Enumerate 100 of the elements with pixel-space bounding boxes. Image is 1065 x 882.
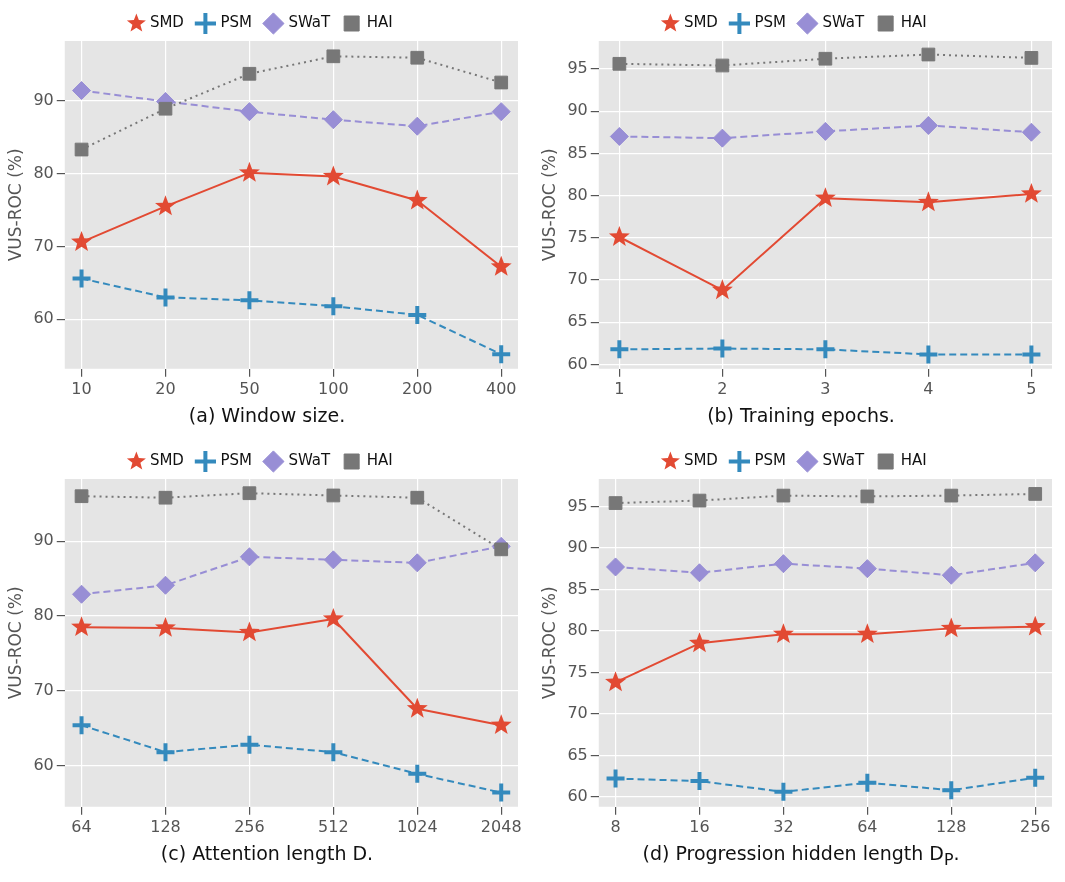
point	[917, 343, 940, 366]
point	[689, 632, 710, 653]
x-tick-label: 5	[1026, 378, 1037, 398]
point	[689, 563, 709, 583]
legend-label: PSM	[220, 451, 252, 470]
point	[490, 343, 513, 366]
point	[406, 762, 429, 785]
point	[772, 623, 794, 644]
point	[711, 337, 734, 360]
point	[155, 575, 175, 595]
legend-label: PSM	[754, 13, 786, 32]
point	[323, 550, 343, 570]
point	[1020, 343, 1043, 366]
point	[857, 559, 877, 579]
x-tick-label: 64	[857, 816, 878, 836]
point	[322, 295, 345, 318]
point	[776, 488, 791, 503]
point	[326, 488, 341, 503]
x-tick-label: 128	[150, 816, 181, 836]
point	[940, 779, 963, 802]
point	[155, 616, 176, 637]
x-tick-label: 3	[820, 378, 831, 398]
point	[239, 547, 259, 567]
point	[490, 781, 513, 804]
x-axis-title: (d) Progression hidden length D$_{P}$.	[641, 842, 961, 869]
point	[238, 621, 260, 642]
point	[941, 565, 961, 585]
point	[322, 607, 344, 628]
x-tick-label: 200	[402, 378, 433, 398]
y-tick-label: 70	[567, 269, 588, 289]
point	[612, 56, 627, 71]
y-axis-title: VUS-ROC (%)	[4, 586, 25, 700]
point	[918, 115, 938, 135]
x-tick-label: 32	[773, 816, 794, 836]
point	[239, 102, 259, 122]
x-tick-label: 1024	[396, 816, 438, 836]
point	[238, 161, 260, 182]
point	[856, 771, 879, 794]
y-tick-label: 90	[33, 89, 54, 109]
point	[814, 338, 837, 361]
point	[608, 496, 623, 510]
point	[608, 226, 630, 246]
y-tick-label: 85	[567, 578, 588, 598]
point	[917, 191, 939, 212]
legend-label: HAI	[900, 13, 927, 32]
point	[711, 279, 733, 300]
legend-label: HAI	[366, 13, 393, 32]
point	[155, 195, 176, 216]
point	[494, 75, 509, 90]
x-axis-title: (a) Window size.	[187, 404, 347, 426]
legend-label: SWaT	[822, 13, 865, 32]
point	[815, 121, 835, 141]
point	[940, 617, 962, 638]
x-tick-label: 16	[689, 816, 710, 836]
point	[322, 741, 345, 764]
y-tick-label: 60	[33, 754, 54, 774]
y-tick-label: 60	[33, 308, 54, 328]
point	[773, 554, 793, 574]
legend-label: SMD	[149, 451, 184, 470]
x-tick-label: 20	[155, 378, 176, 398]
x-tick-label: 10	[71, 378, 92, 398]
legend-label: SMD	[149, 13, 184, 32]
point	[604, 767, 627, 790]
legend-label: PSM	[220, 13, 252, 32]
y-tick-label: 65	[567, 311, 588, 331]
y-tick-label: 90	[33, 530, 54, 550]
x-axis-title: (c) Attention length D.	[159, 842, 375, 864]
point	[490, 255, 512, 276]
point	[921, 47, 936, 62]
point	[944, 488, 959, 503]
point	[606, 557, 626, 577]
point	[406, 189, 428, 210]
legend-label: HAI	[900, 451, 927, 470]
y-tick-label: 80	[567, 620, 588, 640]
point	[323, 110, 343, 130]
y-tick-label: 95	[567, 495, 588, 515]
y-tick-label: 70	[567, 703, 588, 723]
x-tick-label: 4	[923, 378, 934, 398]
y-tick-label: 80	[567, 184, 588, 204]
x-tick-label: 64	[71, 816, 92, 836]
y-tick-label: 95	[567, 58, 588, 78]
legend-label: PSM	[754, 451, 786, 470]
point	[605, 671, 627, 692]
y-tick-label: 60	[567, 786, 588, 805]
point	[238, 289, 261, 312]
legend-label: SWaT	[288, 451, 331, 470]
point	[1021, 122, 1041, 142]
legend-label: SWaT	[822, 451, 865, 470]
x-axis-title: (b) Training epochs.	[706, 404, 896, 426]
point	[1024, 615, 1046, 636]
point	[154, 741, 177, 764]
x-tick-label: 512	[318, 816, 349, 836]
x-tick-label: 256	[234, 816, 265, 836]
point	[860, 489, 875, 504]
point	[158, 490, 173, 505]
x-tick-label: 8	[610, 816, 621, 836]
point	[1024, 51, 1039, 65]
point	[410, 50, 425, 65]
point	[71, 616, 93, 637]
point	[856, 623, 878, 644]
